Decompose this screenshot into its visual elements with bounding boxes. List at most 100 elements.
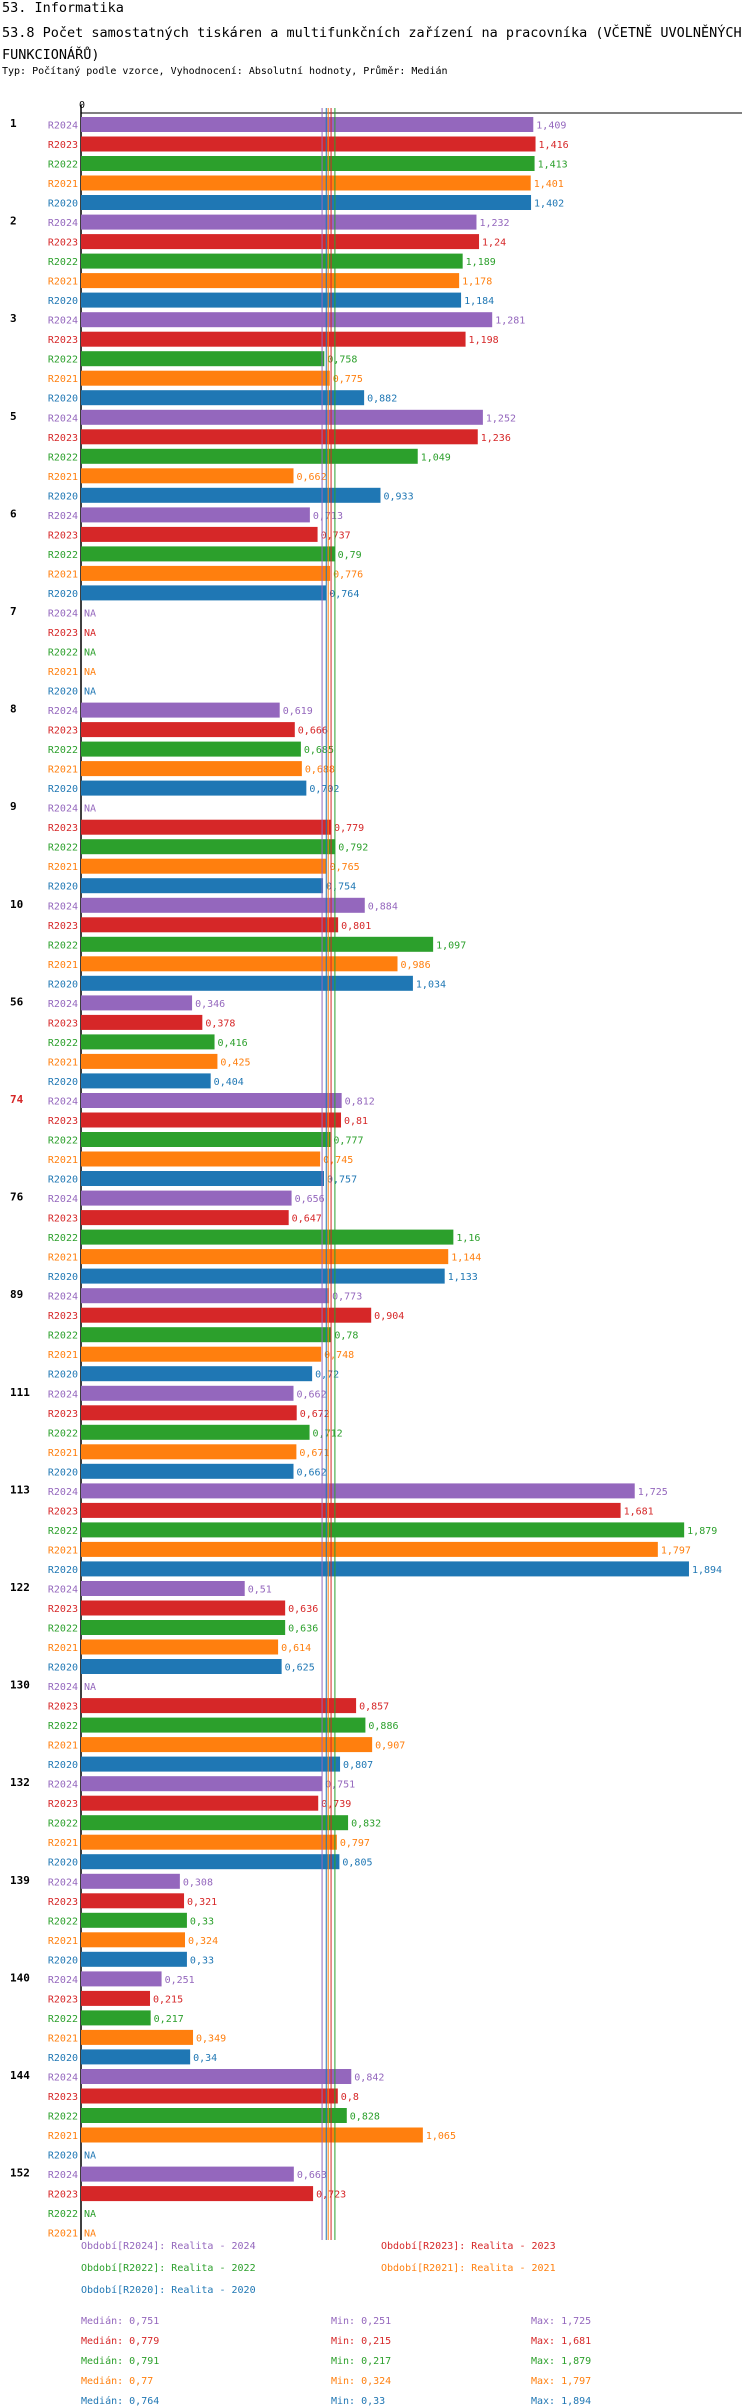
series-label: R2023 — [48, 140, 78, 151]
bar — [81, 1639, 279, 1655]
legend-period: Období[R2021]: Realita - 2021 — [381, 2263, 556, 2274]
bar — [81, 1659, 282, 1674]
value-label: 0,904 — [374, 1311, 404, 1322]
bar — [81, 2088, 338, 2104]
group-label: 111 — [10, 1386, 30, 1399]
value-label: 0,765 — [330, 862, 360, 873]
axis-zero-label: 0 — [79, 100, 85, 111]
bar — [81, 897, 365, 913]
bar — [81, 819, 332, 835]
series-label: R2022 — [48, 745, 78, 756]
series-label: R2021 — [48, 2229, 78, 2240]
value-label: 1,236 — [481, 433, 511, 444]
bar — [81, 1268, 445, 1284]
series-label: R2021 — [48, 374, 78, 385]
value-label: 0,842 — [354, 2073, 384, 2084]
bar — [81, 1346, 322, 1362]
value-label: 0,886 — [368, 1721, 398, 1732]
series-label: R2024 — [48, 1780, 78, 1791]
series-label: R2021 — [48, 960, 78, 971]
series-label: R2022 — [48, 2014, 78, 2025]
value-label: 0,251 — [165, 1975, 195, 1986]
series-label: R2023 — [48, 433, 78, 444]
value-label: 1,281 — [495, 316, 525, 327]
series-label: R2024 — [48, 1097, 78, 1108]
group-label: 7 — [10, 605, 17, 618]
value-label: 0,775 — [333, 374, 363, 385]
value-label: 0,737 — [321, 530, 351, 541]
series-label: R2021 — [48, 1643, 78, 1654]
bar — [81, 1873, 180, 1889]
value-label: 1,065 — [426, 2131, 456, 2142]
value-label: 0,308 — [183, 1877, 213, 1888]
value-label: 0,745 — [323, 1155, 353, 1166]
value-label: NA — [84, 628, 96, 639]
bar — [81, 585, 327, 601]
value-label: 0,662 — [297, 1389, 327, 1400]
bar — [81, 722, 295, 738]
series-label: R2022 — [48, 1721, 78, 1732]
series-label: R2022 — [48, 355, 78, 366]
bar — [81, 917, 339, 933]
value-label: 0,777 — [333, 1136, 363, 1147]
bar — [81, 1522, 685, 1538]
bar — [81, 839, 336, 855]
bar — [81, 956, 398, 972]
series-label: R2023 — [48, 1897, 78, 1908]
series-label: R2022 — [48, 2209, 78, 2220]
series-label: R2021 — [48, 277, 78, 288]
series-label: R2020 — [48, 589, 78, 600]
value-label: 0,776 — [333, 569, 363, 580]
value-label: NA — [84, 2151, 96, 2162]
value-label: 1,049 — [421, 452, 451, 463]
series-label: R2024 — [48, 1292, 78, 1303]
series-label: R2021 — [48, 862, 78, 873]
value-label: 1,24 — [482, 238, 506, 249]
value-label: 0,217 — [154, 2014, 184, 2025]
bar — [81, 1210, 289, 1226]
bar — [81, 1581, 245, 1596]
legend-period: Období[R2023]: Realita - 2023 — [381, 2241, 556, 2252]
value-label: 0,773 — [332, 1292, 362, 1303]
legend-min: Min: 0,217 — [331, 2356, 392, 2367]
bar — [81, 1424, 310, 1440]
bar — [81, 1776, 323, 1792]
series-label: R2023 — [48, 628, 78, 639]
bar — [81, 448, 418, 464]
value-label: 0,662 — [297, 472, 327, 483]
value-label: 0,625 — [285, 1663, 315, 1674]
bar — [81, 175, 531, 191]
bar — [81, 1854, 340, 1870]
series-label: R2020 — [48, 1955, 78, 1966]
bar — [81, 995, 193, 1011]
series-label: R2024 — [48, 1487, 78, 1498]
value-label: 1,133 — [448, 1272, 478, 1283]
series-label: R2021 — [48, 179, 78, 190]
bar-chart: 0 1 R2024 1,409 R2023 1,416 R2022 1,413 R2021 1,4… — [10, 100, 742, 2240]
bar — [81, 1912, 187, 1928]
series-label: R2024 — [48, 413, 78, 424]
series-label: R2020 — [48, 2053, 78, 2064]
group-label: 8 — [10, 703, 17, 716]
value-label: 0,754 — [326, 882, 356, 893]
bar — [81, 1327, 332, 1343]
value-label: NA — [84, 648, 96, 659]
series-label: R2020 — [48, 784, 78, 795]
bar — [81, 1756, 341, 1772]
series-label: R2021 — [48, 765, 78, 776]
bar — [81, 409, 483, 425]
legend-period: Období[R2024]: Realita - 2024 — [81, 2241, 256, 2252]
series-label: R2020 — [48, 1175, 78, 1186]
value-label: NA — [84, 2209, 96, 2220]
series-label: R2021 — [48, 569, 78, 580]
series-label: R2024 — [48, 901, 78, 912]
legend-period: Období[R2022]: Realita - 2022 — [81, 2263, 256, 2274]
group-label: 122 — [10, 1581, 30, 1594]
bar — [81, 234, 480, 250]
value-label: 0,321 — [187, 1897, 217, 1908]
value-label: 1,184 — [464, 296, 494, 307]
series-label: R2022 — [48, 940, 78, 951]
group-label: 3 — [10, 312, 17, 325]
series-label: R2022 — [48, 257, 78, 268]
value-label: 0,757 — [327, 1175, 357, 1186]
